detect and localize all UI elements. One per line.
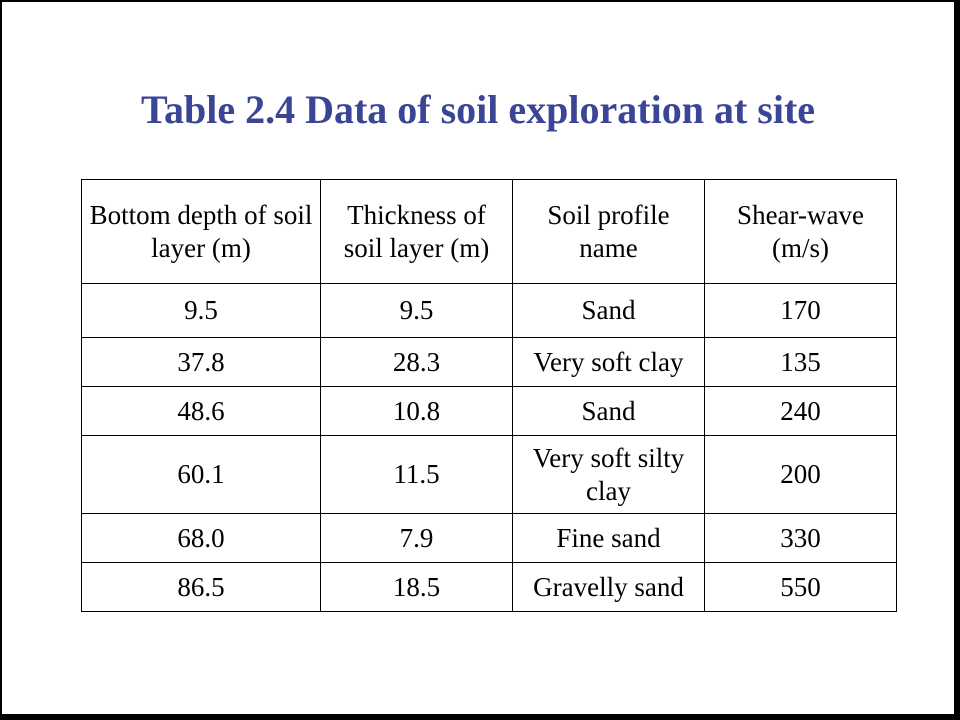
cell-thickness: 7.9 <box>320 513 513 563</box>
cell-shear-wave: 550 <box>704 562 897 612</box>
cell-shear-wave: 240 <box>704 386 897 436</box>
cell-thickness: 9.5 <box>320 283 513 338</box>
header-bottom-depth: Bottom depth of soil layer (m) <box>81 179 321 284</box>
header-soil-profile-name: Soil profile name <box>512 179 705 284</box>
table-row: 48.6 10.8 Sand 240 <box>81 386 897 436</box>
cell-soil-profile-name: Sand <box>512 283 705 338</box>
cell-bottom-depth: 48.6 <box>81 386 321 436</box>
cell-thickness: 18.5 <box>320 562 513 612</box>
cell-shear-wave: 135 <box>704 337 897 387</box>
cell-shear-wave: 200 <box>704 435 897 514</box>
table-header-row: Bottom depth of soil layer (m) Thickness… <box>81 179 897 284</box>
cell-bottom-depth: 37.8 <box>81 337 321 387</box>
header-thickness: Thickness of soil layer (m) <box>320 179 513 284</box>
cell-bottom-depth: 68.0 <box>81 513 321 563</box>
cell-soil-profile-name: Fine sand <box>512 513 705 563</box>
table-row: 60.1 11.5 Very soft silty clay 200 <box>81 435 897 514</box>
cell-shear-wave: 330 <box>704 513 897 563</box>
cell-thickness: 11.5 <box>320 435 513 514</box>
table-row: 37.8 28.3 Very soft clay 135 <box>81 337 897 387</box>
cell-thickness: 10.8 <box>320 386 513 436</box>
cell-shear-wave: 170 <box>704 283 897 338</box>
table-row: 86.5 18.5 Gravelly sand 550 <box>81 562 897 612</box>
cell-soil-profile-name: Sand <box>512 386 705 436</box>
cell-thickness: 28.3 <box>320 337 513 387</box>
table-title: Table 2.4 Data of soil exploration at si… <box>140 87 816 132</box>
cell-soil-profile-name: Very soft silty clay <box>512 435 705 514</box>
table-row: 9.5 9.5 Sand 170 <box>81 283 897 338</box>
soil-exploration-table: Bottom depth of soil layer (m) Thickness… <box>81 179 897 612</box>
table-row: 68.0 7.9 Fine sand 330 <box>81 513 897 563</box>
header-shear-wave: Shear-wave (m/s) <box>704 179 897 284</box>
cell-soil-profile-name: Very soft clay <box>512 337 705 387</box>
cell-bottom-depth: 9.5 <box>81 283 321 338</box>
cell-soil-profile-name: Gravelly sand <box>512 562 705 612</box>
cell-bottom-depth: 86.5 <box>81 562 321 612</box>
cell-bottom-depth: 60.1 <box>81 435 321 514</box>
